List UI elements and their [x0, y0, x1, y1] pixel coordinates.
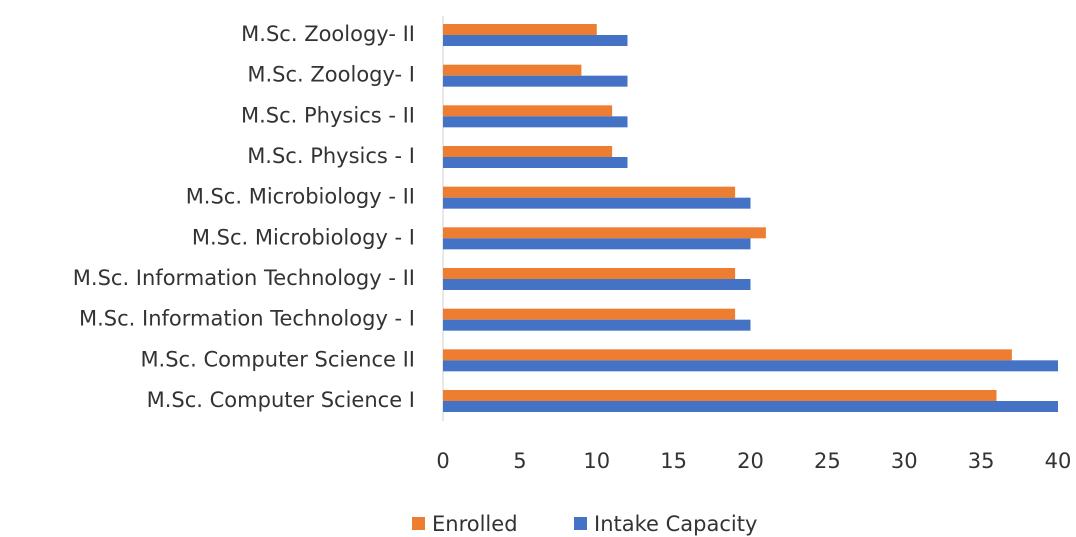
bar — [443, 227, 766, 239]
legend-swatch — [412, 517, 425, 530]
legend-label: Intake Capacity — [594, 512, 757, 536]
x-tick-label: 30 — [891, 449, 918, 473]
x-tick-label: 25 — [814, 449, 841, 473]
y-tick-label: M.Sc. Zoology- II — [241, 22, 415, 46]
bar — [443, 349, 1012, 361]
bar — [443, 319, 751, 331]
bar — [443, 279, 751, 290]
y-tick-label: M.Sc. Physics - II — [241, 103, 415, 127]
bar — [443, 360, 1058, 372]
x-tick-label: 20 — [737, 449, 764, 473]
y-tick-label: M.Sc. Computer Science II — [140, 347, 415, 371]
bar — [443, 35, 628, 46]
x-tick-label: 0 — [436, 449, 449, 473]
bar — [443, 116, 628, 128]
y-tick-label: M.Sc. Microbiology - II — [186, 185, 415, 209]
legend-swatch — [574, 517, 587, 530]
bar — [443, 390, 997, 401]
bar — [443, 105, 613, 117]
x-tick-label: 5 — [513, 449, 526, 473]
x-tick-label: 10 — [583, 449, 610, 473]
y-tick-label: M.Sc. Information Technology - II — [73, 266, 415, 290]
bar — [443, 401, 1058, 412]
y-tick-label: M.Sc. Microbiology - I — [192, 225, 415, 249]
y-tick-label: M.Sc. Computer Science I — [147, 388, 415, 412]
x-tick-label: 35 — [968, 449, 995, 473]
y-tick-label: M.Sc. Physics - I — [247, 144, 415, 168]
legend-label: Enrolled — [432, 512, 518, 536]
bar — [443, 157, 628, 168]
bar — [443, 308, 736, 320]
x-tick-label: 40 — [1045, 449, 1072, 473]
bar — [443, 186, 736, 198]
bar — [443, 75, 628, 87]
bar — [443, 146, 613, 157]
y-tick-label: M.Sc. Zoology- I — [247, 63, 415, 87]
bar — [443, 197, 751, 209]
x-tick-label: 15 — [660, 449, 687, 473]
bar — [443, 24, 597, 35]
bar — [443, 238, 751, 250]
bar — [443, 268, 736, 279]
bar — [443, 64, 582, 76]
y-tick-label: M.Sc. Information Technology - I — [79, 307, 415, 331]
